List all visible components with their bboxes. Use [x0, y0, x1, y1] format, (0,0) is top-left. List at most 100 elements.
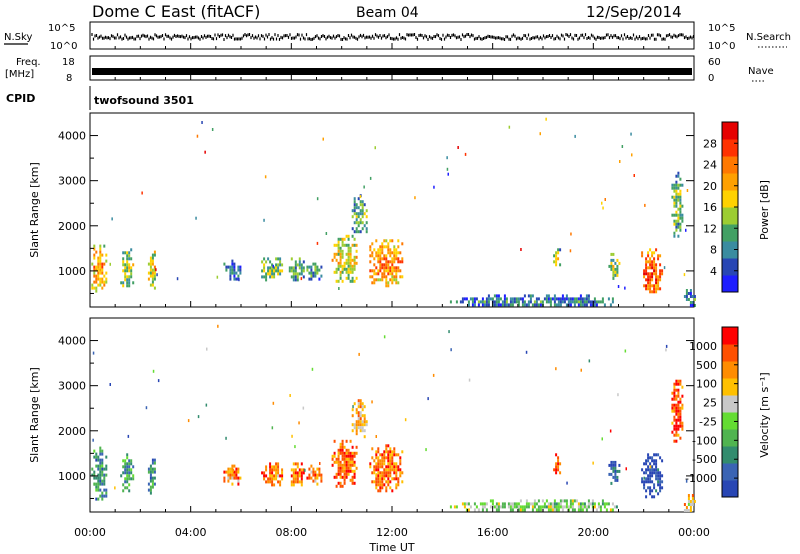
power-cell — [361, 206, 364, 210]
velocity-cell — [267, 480, 270, 484]
velocity-cell — [555, 471, 558, 475]
power-cell — [657, 275, 660, 279]
power-cell — [612, 270, 615, 274]
velocity-cell — [231, 467, 234, 471]
velocity-cell — [353, 469, 356, 473]
velocity-cell — [373, 471, 376, 475]
power-noise-cell — [464, 152, 467, 156]
power-cell — [95, 280, 98, 284]
power-cell — [341, 255, 344, 259]
power-cell — [677, 186, 680, 190]
power-cell — [679, 210, 682, 214]
velocity-cell — [647, 477, 650, 481]
velocity-cell — [643, 486, 646, 490]
velocity-cell — [687, 503, 690, 506]
power-cell — [685, 289, 688, 292]
power-noise-cell — [683, 273, 686, 277]
power-cell — [527, 300, 530, 304]
power-cell — [559, 303, 562, 307]
velocity-cell — [126, 486, 129, 490]
velocity-cell — [389, 453, 392, 457]
velocity-cell — [381, 480, 384, 484]
power-cell — [601, 297, 604, 301]
velocity-cell — [557, 462, 560, 466]
velocity-cell — [483, 502, 486, 506]
velocity-cell — [105, 494, 108, 498]
velocity-cell — [375, 456, 378, 460]
velocity-cell — [341, 475, 344, 479]
power-cell — [337, 249, 340, 253]
power-cell — [153, 274, 156, 278]
power-cell — [126, 269, 129, 273]
power-cell — [361, 215, 364, 219]
velocity-cell — [673, 388, 676, 392]
velocity-cell — [651, 495, 654, 499]
power-noise-cell — [263, 218, 265, 222]
power-noise-cell — [601, 201, 603, 205]
velocity-cell — [553, 499, 556, 503]
velocity-cell — [399, 459, 402, 463]
power-cell — [153, 265, 156, 269]
power-cell — [389, 254, 392, 258]
velocity-cell — [675, 409, 678, 413]
velocity-cell — [609, 508, 612, 512]
velocity-cell — [525, 499, 528, 503]
velocity-cell — [655, 465, 658, 469]
velocity-cell — [555, 453, 558, 457]
power-cell — [389, 269, 392, 273]
velocity-cell — [375, 477, 378, 481]
power-cell — [233, 265, 236, 269]
power-cell — [233, 277, 236, 281]
power-cell — [673, 222, 676, 226]
velocity-cell — [361, 426, 364, 430]
velocity-cell — [689, 506, 692, 509]
velocity-cell — [467, 502, 470, 506]
power-cell — [651, 275, 654, 279]
power-cell — [377, 278, 380, 282]
velocity-cell — [95, 452, 98, 456]
velocity-cell — [483, 505, 486, 509]
station-title: Dome C East (fitACF) — [92, 2, 260, 21]
power-cell — [589, 303, 592, 307]
velocity-cell — [643, 471, 646, 475]
velocity-cell — [359, 429, 362, 433]
velocity-cluster — [641, 453, 664, 499]
power-cell — [515, 300, 518, 304]
velocity-cell — [655, 489, 658, 493]
velocity-cell — [601, 499, 604, 503]
velocity-cell — [387, 462, 390, 466]
velocity-cell — [271, 474, 274, 478]
power-cell — [509, 297, 512, 301]
velocity-cell — [571, 508, 574, 512]
power-cell — [281, 263, 284, 267]
power-cell — [391, 278, 394, 282]
velocity-cluster — [91, 446, 108, 501]
velocity-cell — [553, 505, 556, 509]
power-cell — [347, 249, 350, 253]
power-cell — [657, 284, 660, 288]
velocity-cell — [503, 505, 506, 509]
power-cell — [487, 303, 490, 307]
velocity-cell — [387, 480, 390, 484]
velocity-cell — [481, 508, 484, 512]
velocity-cell — [647, 468, 650, 472]
power-ytick-label: 1000 — [58, 265, 86, 278]
velocity-cluster — [369, 444, 404, 493]
velocity-cell — [300, 471, 303, 475]
velocity-cell — [533, 505, 536, 509]
velocity-cell — [377, 447, 380, 451]
power-cell — [645, 278, 648, 282]
power-cell — [643, 284, 646, 288]
velocity-cell — [377, 462, 380, 466]
power-cell — [355, 255, 358, 259]
velocity-cell — [355, 445, 358, 449]
velocity-cell — [677, 400, 680, 404]
velocity-cell — [377, 450, 380, 454]
velocity-cell — [351, 460, 354, 464]
power-cell — [483, 300, 486, 304]
power-noise-cell — [176, 277, 179, 281]
power-cell — [341, 243, 344, 247]
power-cell — [611, 300, 614, 304]
power-cell — [521, 300, 524, 304]
power-cluster — [288, 257, 305, 282]
